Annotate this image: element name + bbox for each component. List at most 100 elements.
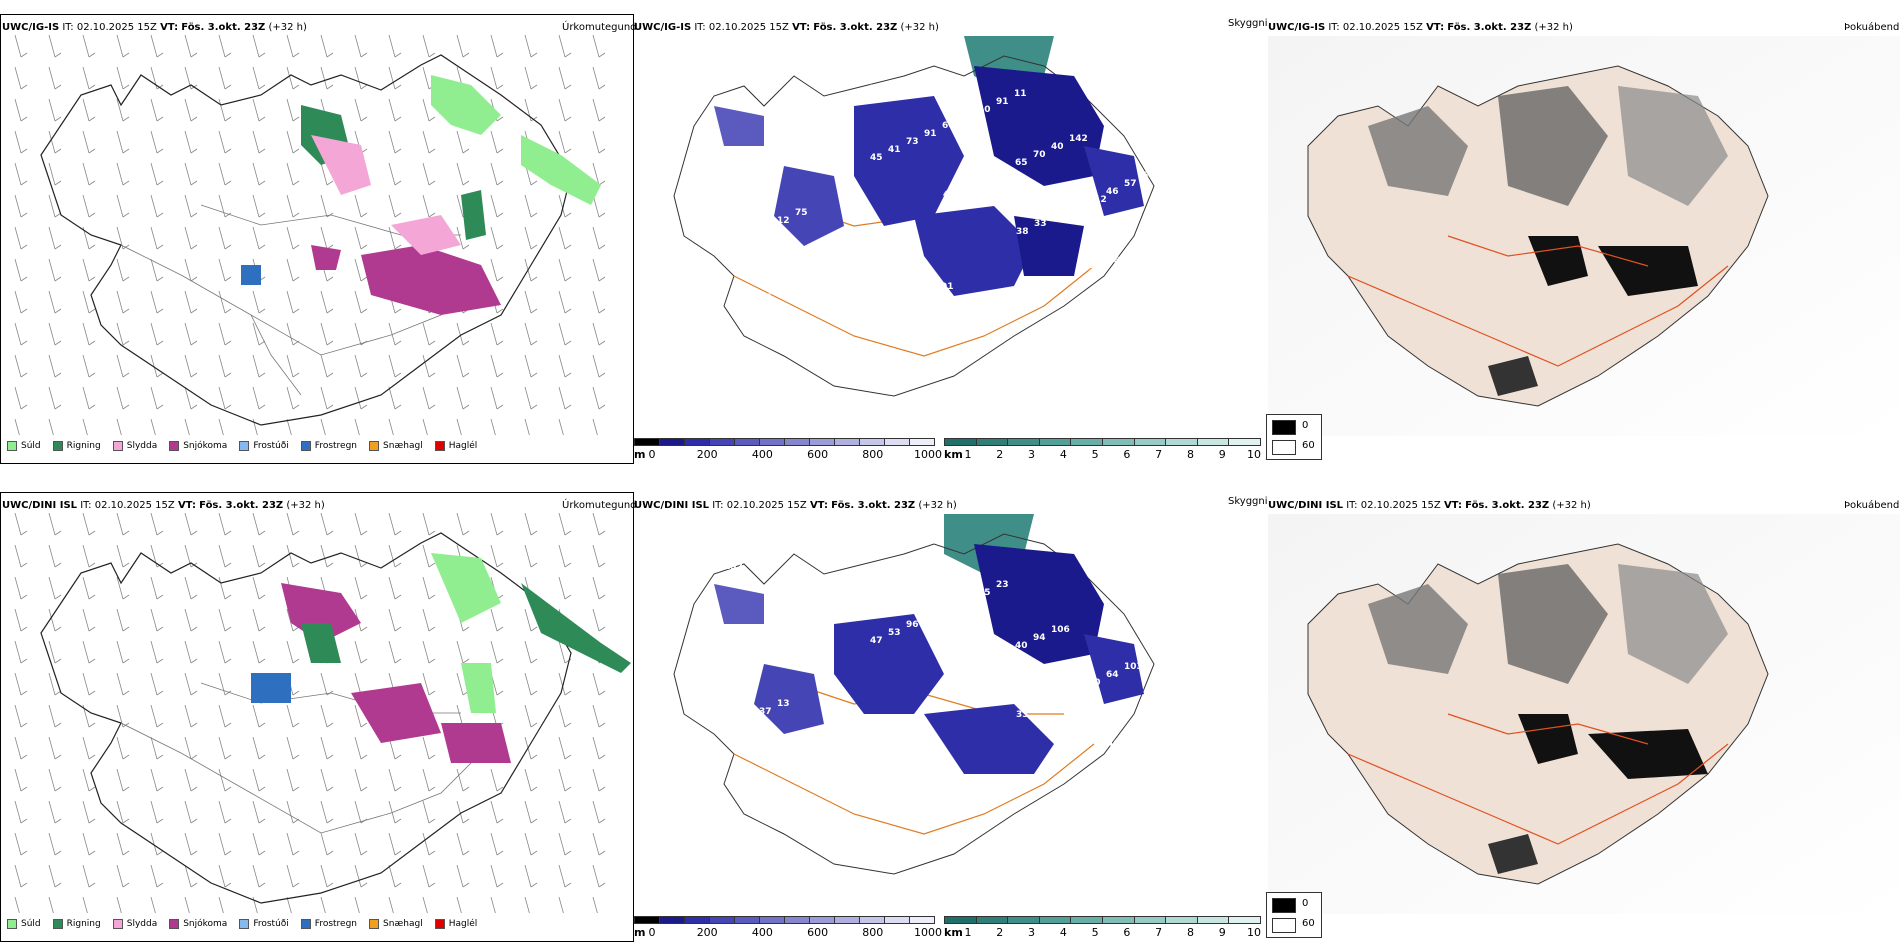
ceiling-value-label: 75 [1070, 203, 1083, 213]
ceiling-value-label: 69 [833, 583, 846, 593]
wind-barb [524, 194, 538, 218]
wind-barb [48, 130, 62, 154]
wind-barb [82, 66, 96, 90]
wind-barb [320, 354, 334, 378]
wind-barb [48, 66, 62, 90]
wind-barb [320, 896, 334, 920]
colorbar-segment [1038, 438, 1072, 446]
ceiling-value-label: 36 [1107, 256, 1120, 266]
wind-barb [14, 704, 28, 728]
wind-barb [150, 736, 164, 760]
wind-barb [48, 290, 62, 314]
wind-barb [354, 194, 368, 218]
fog-legend-swatch [1272, 898, 1296, 913]
wind-barb [524, 226, 538, 250]
precip-areas [251, 553, 631, 763]
init-time: IT: 02.10.2025 15Z [1346, 500, 1441, 511]
wind-barb [354, 386, 368, 410]
ceiling-value-label: 42 [943, 190, 956, 200]
wind-barb [388, 354, 402, 378]
wind-barb [14, 258, 28, 282]
wind-barb [218, 864, 232, 888]
wind-barb [82, 130, 96, 154]
model-name: UWC/DINI ISL [1268, 500, 1344, 511]
legend-label: Slydda [126, 919, 158, 929]
ceiling-value-label: 43 [797, 116, 810, 126]
ceiling-value-label: 73 [906, 137, 919, 147]
wind-barb [218, 832, 232, 856]
ceiling-value-label: 19 [814, 269, 827, 279]
ceiling-value-label: 73 [778, 768, 791, 778]
colorbar-tick: 4 [1059, 926, 1067, 939]
wind-barb [252, 98, 266, 122]
wind-barb [184, 736, 198, 760]
colorbar-segment [1007, 438, 1040, 446]
wind-barb [116, 162, 130, 186]
wind-barb [592, 226, 606, 250]
colorbar-segment [1165, 438, 1198, 446]
row-ig-is: Súld Rigning Slydda Snjókoma Frostúði Fr… [0, 14, 1900, 464]
ceiling-value-label: 33 [1016, 710, 1029, 720]
wind-barb [82, 640, 96, 664]
wind-barb [184, 162, 198, 186]
wind-barb [218, 512, 232, 536]
colorbar-tick: 5 [1091, 448, 1099, 461]
wind-barb [82, 672, 96, 696]
wind-barb [422, 800, 436, 824]
colorbar-segment [975, 916, 1009, 924]
ceiling-map: 205 43 45 42 38 38 33 42 41 42 33 36 41 47 73 58 52 49 33 5… [673, 36, 1156, 397]
colorbar-tick: 1000 [914, 926, 942, 939]
wind-barb [286, 736, 300, 760]
wind-barb [150, 162, 164, 186]
colorbar-segment [944, 916, 977, 924]
wind-barb [558, 544, 572, 568]
ceiling-value-label: 158 [797, 599, 816, 609]
wind-barb [388, 418, 402, 442]
wind-barb [388, 322, 402, 346]
wind-barb [456, 354, 470, 378]
ceiling-value-label: 180 [850, 253, 869, 263]
wind-barb [286, 162, 300, 186]
ceiling-value-label: 64 [1142, 171, 1155, 181]
wind-barb [422, 418, 436, 442]
colorbar-segment [975, 438, 1009, 446]
wind-barb [116, 864, 130, 888]
wind-barb [524, 418, 538, 442]
wind-barb [422, 34, 436, 58]
colorbar-segment [884, 438, 910, 446]
wind-barb [456, 864, 470, 888]
wind-barb [286, 386, 300, 410]
wind-barb [116, 418, 130, 442]
wind-barb [558, 66, 572, 90]
wind-barb [490, 832, 504, 856]
model-name: UWC/IG-IS [634, 22, 692, 33]
vt-label: VT: [1443, 500, 1462, 511]
wind-barb [82, 512, 96, 536]
wind-barb [456, 226, 470, 250]
ceiling-value-label: 70 [1088, 678, 1101, 688]
colorbar-tick: 8 [1186, 926, 1194, 939]
wind-barb [490, 194, 504, 218]
wind-barb [150, 832, 164, 856]
wind-barb [422, 736, 436, 760]
colorbar-tick: 1 [964, 926, 972, 939]
fog-legend-label: 0 [1302, 898, 1309, 909]
wind-barb [184, 576, 198, 600]
ceiling-value-label: 91 [996, 97, 1009, 107]
wind-barb [286, 258, 300, 282]
wind-barb [82, 98, 96, 122]
wind-barb [184, 640, 198, 664]
wind-barb [558, 896, 572, 920]
wind-barb [388, 896, 402, 920]
wind-barb [218, 130, 232, 154]
road-network [1347, 713, 1729, 845]
wind-barb [456, 640, 470, 664]
wind-barb [14, 130, 28, 154]
ceiling-value-label: 33 [1034, 219, 1047, 229]
colorbar-tick: 1 [964, 448, 972, 461]
ceiling-value-label: 12 [850, 736, 863, 746]
wind-barb [524, 34, 538, 58]
legend-swatch [239, 441, 250, 451]
wind-barb [286, 34, 300, 58]
wind-barb [592, 512, 606, 536]
